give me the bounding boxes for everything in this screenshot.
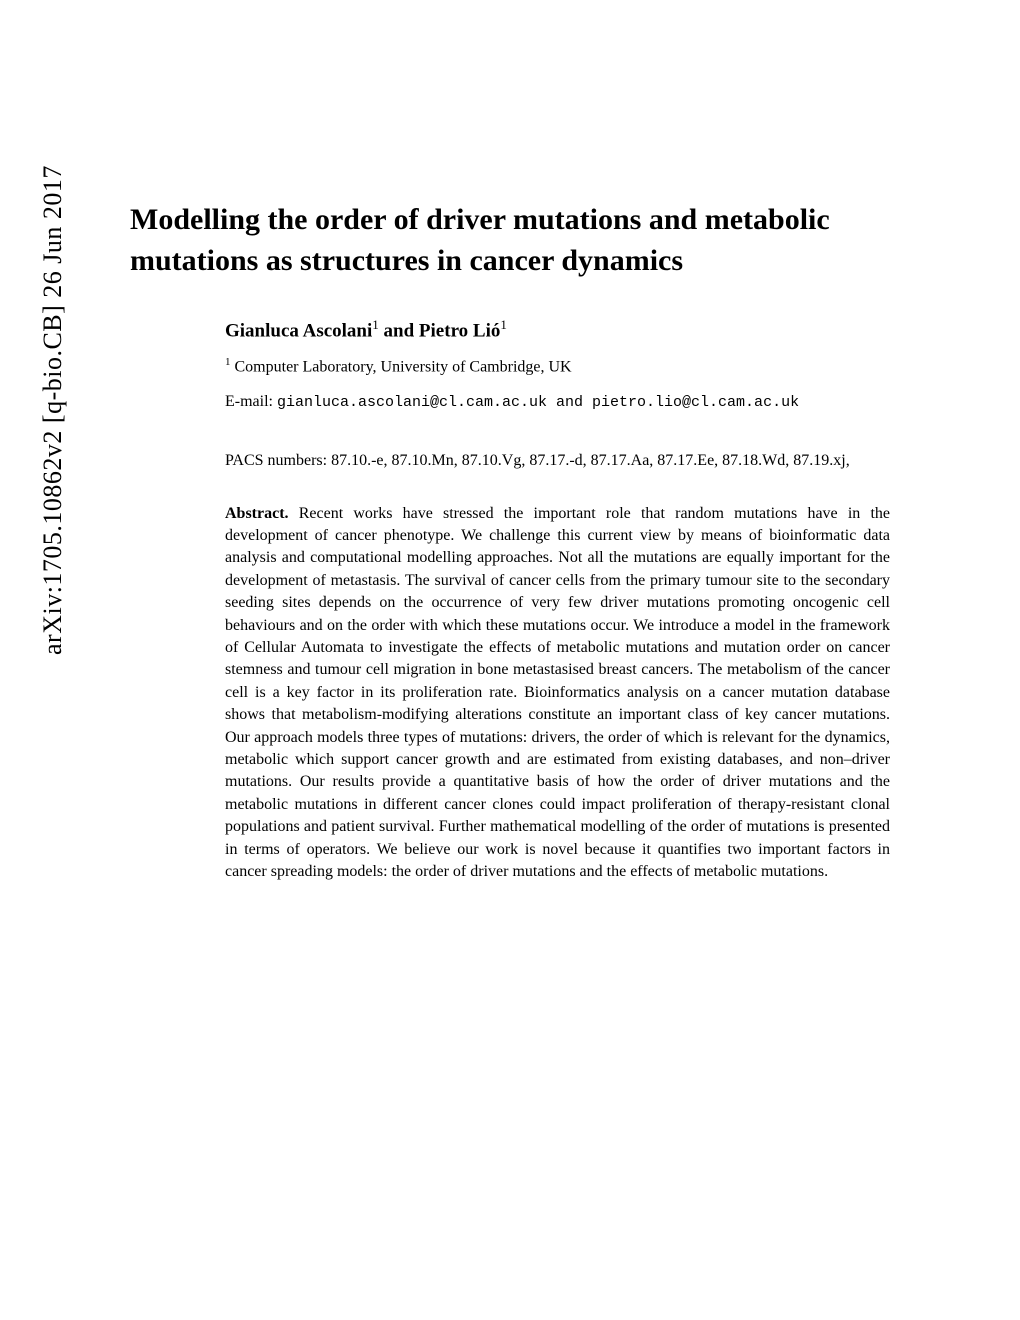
author-2-affil-sup: 1 bbox=[500, 317, 507, 332]
email-value: gianluca.ascolani@cl.cam.ac.uk and pietr… bbox=[277, 394, 799, 411]
pacs-numbers: PACS numbers: 87.10.-e, 87.10.Mn, 87.10.… bbox=[225, 449, 890, 473]
arxiv-identifier: arXiv:1705.10862v2 [q-bio.CB] 26 Jun 201… bbox=[38, 165, 68, 655]
abstract-text: Recent works have stressed the important… bbox=[225, 505, 890, 880]
affiliation: 1 Computer Laboratory, University of Cam… bbox=[225, 356, 890, 376]
affiliation-text: Computer Laboratory, University of Cambr… bbox=[231, 359, 572, 376]
paper-title: Modelling the order of driver mutations … bbox=[130, 200, 890, 281]
email-label: E-mail: bbox=[225, 393, 277, 410]
paper-authors: Gianluca Ascolani1 and Pietro Lió1 bbox=[225, 317, 890, 342]
email-line: E-mail: gianluca.ascolani@cl.cam.ac.uk a… bbox=[225, 393, 890, 411]
author-and: and bbox=[379, 320, 419, 341]
author-1-name: Gianluca Ascolani bbox=[225, 320, 372, 341]
abstract: Abstract. Recent works have stressed the… bbox=[225, 503, 890, 884]
paper-content: Modelling the order of driver mutations … bbox=[130, 200, 890, 883]
abstract-label: Abstract. bbox=[225, 505, 289, 522]
author-2-name: Pietro Lió bbox=[419, 320, 500, 341]
